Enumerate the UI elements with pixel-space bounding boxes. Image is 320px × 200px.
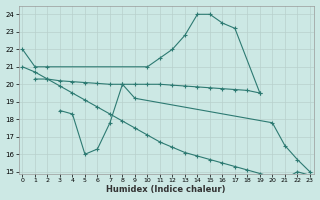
X-axis label: Humidex (Indice chaleur): Humidex (Indice chaleur) (107, 185, 226, 194)
